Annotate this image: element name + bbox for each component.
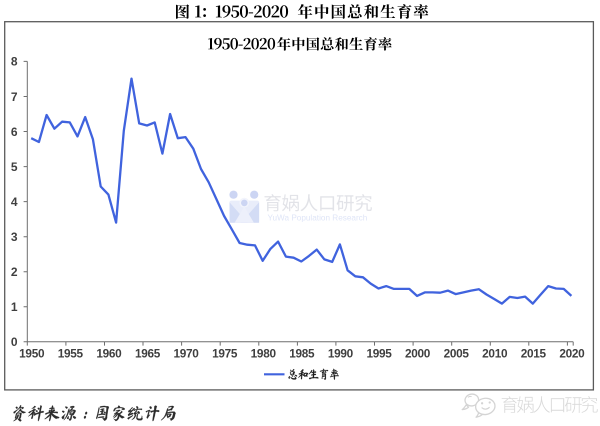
svg-text:2010: 2010 bbox=[482, 347, 508, 361]
svg-text:1955: 1955 bbox=[58, 347, 84, 361]
svg-text:1975: 1975 bbox=[212, 347, 238, 361]
svg-text:1950: 1950 bbox=[19, 347, 45, 361]
svg-text:1985: 1985 bbox=[289, 347, 315, 361]
svg-text:4: 4 bbox=[11, 195, 18, 209]
svg-text:YuWa Population Research: YuWa Population Research bbox=[268, 214, 368, 223]
svg-text:1980: 1980 bbox=[251, 347, 277, 361]
svg-text:8: 8 bbox=[11, 55, 18, 69]
svg-text:1: 1 bbox=[11, 300, 18, 314]
svg-text:6: 6 bbox=[11, 125, 18, 139]
svg-text:2000: 2000 bbox=[405, 347, 431, 361]
svg-text:1960: 1960 bbox=[96, 347, 122, 361]
svg-text:2: 2 bbox=[11, 265, 18, 279]
svg-text:1990: 1990 bbox=[328, 347, 354, 361]
svg-text:5: 5 bbox=[11, 160, 18, 174]
svg-text:2005: 2005 bbox=[444, 347, 470, 361]
svg-text:1965: 1965 bbox=[135, 347, 161, 361]
svg-text:1970: 1970 bbox=[173, 347, 199, 361]
svg-text:0: 0 bbox=[11, 335, 18, 349]
svg-text:3: 3 bbox=[11, 230, 18, 244]
svg-text:7: 7 bbox=[11, 90, 18, 104]
svg-text:2015: 2015 bbox=[521, 347, 547, 361]
svg-text:2020: 2020 bbox=[559, 347, 585, 361]
svg-text:1995: 1995 bbox=[366, 347, 392, 361]
